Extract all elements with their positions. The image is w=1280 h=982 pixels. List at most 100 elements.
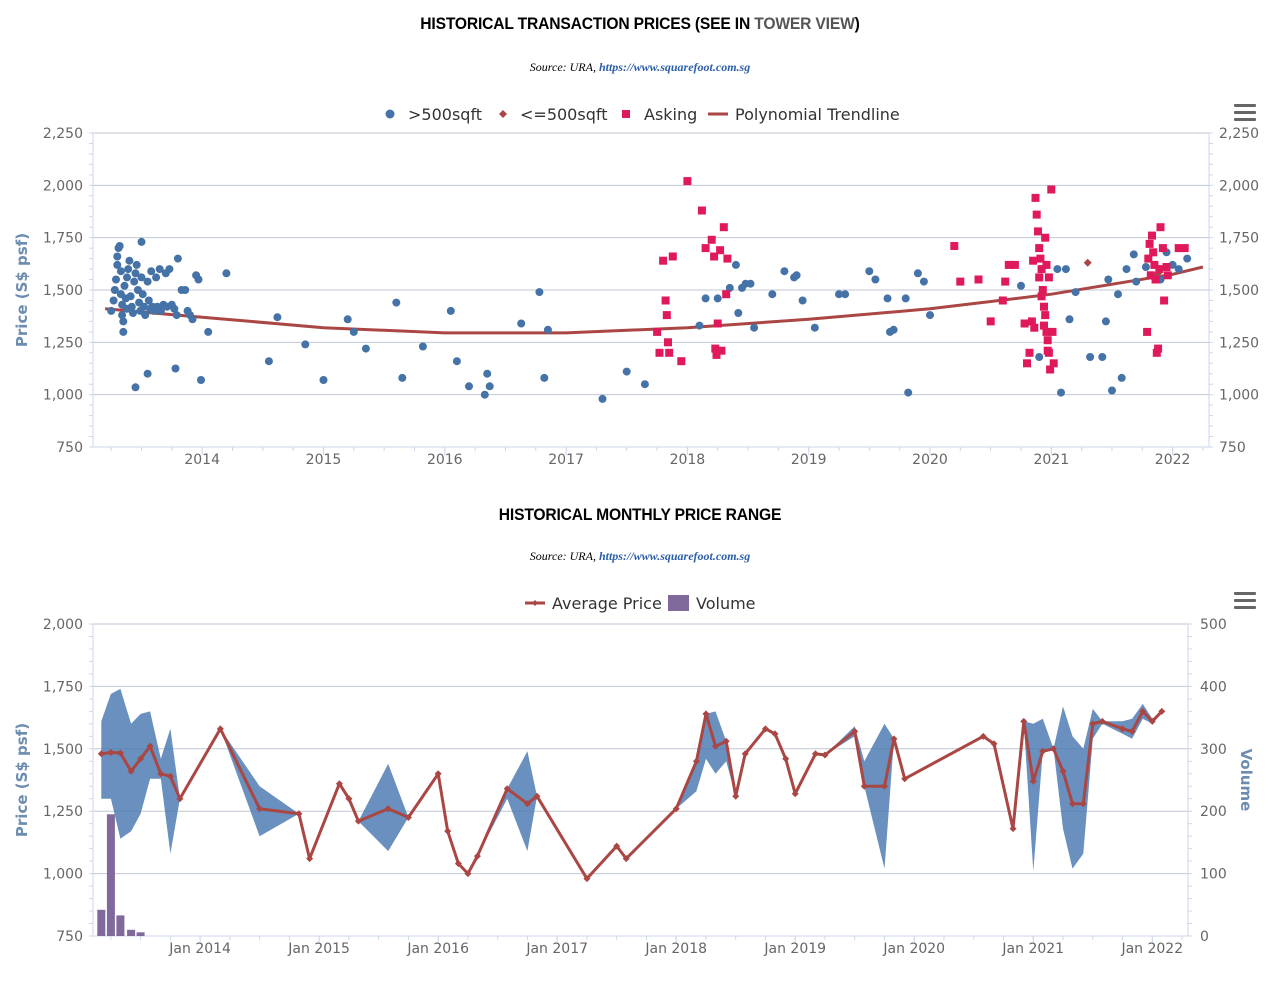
point-large bbox=[535, 288, 544, 297]
point-asking bbox=[998, 296, 1007, 305]
average-price-marker bbox=[454, 860, 462, 868]
point-large bbox=[273, 313, 282, 322]
point-large bbox=[1057, 388, 1065, 397]
average-price-marker bbox=[1158, 707, 1166, 715]
x-tick-label: Jan 2014 bbox=[168, 941, 231, 957]
point-large bbox=[139, 302, 148, 311]
y2-tick-label: 1,000 bbox=[1219, 388, 1259, 404]
point-large bbox=[1114, 290, 1122, 299]
point-asking bbox=[1152, 348, 1161, 357]
point-large bbox=[119, 317, 128, 326]
volume-bar bbox=[97, 909, 106, 936]
point-asking bbox=[1043, 346, 1052, 355]
point-large bbox=[901, 294, 910, 303]
point-asking bbox=[664, 338, 672, 347]
y-tick-label: 2,000 bbox=[43, 178, 83, 194]
average-price-marker bbox=[1098, 717, 1106, 725]
average-price-marker bbox=[1139, 707, 1147, 715]
average-price-marker bbox=[1128, 727, 1136, 735]
average-price-marker bbox=[345, 795, 353, 803]
point-asking bbox=[1020, 319, 1029, 328]
trendline bbox=[104, 265, 1204, 335]
average-price-marker bbox=[880, 782, 888, 790]
point-asking bbox=[1035, 273, 1044, 282]
average-price-marker bbox=[1119, 725, 1127, 733]
chart1-hamburger-menu-icon[interactable] bbox=[1234, 104, 1256, 122]
point-large bbox=[1061, 265, 1070, 274]
point-large bbox=[1168, 260, 1177, 269]
y-tick-label: 2,250 bbox=[43, 126, 83, 142]
point-large bbox=[418, 342, 427, 351]
average-price-marker bbox=[901, 775, 909, 783]
point-large bbox=[301, 340, 310, 349]
point-large bbox=[194, 275, 203, 284]
x-tick-label: Jan 2016 bbox=[406, 941, 469, 957]
volume-bar bbox=[136, 932, 145, 936]
x-tick-label: 2016 bbox=[427, 452, 463, 468]
y2-tick-label: 750 bbox=[1219, 440, 1246, 456]
point-large bbox=[109, 296, 118, 305]
average-price-marker bbox=[791, 790, 799, 798]
y2-tick-label: 100 bbox=[1200, 867, 1227, 883]
point-large bbox=[204, 327, 213, 336]
average-price-marker bbox=[613, 842, 621, 850]
point-large bbox=[883, 294, 892, 303]
point-large bbox=[173, 254, 182, 263]
chart2-hamburger-menu-icon[interactable] bbox=[1234, 592, 1256, 610]
volume-bar bbox=[116, 915, 125, 936]
legend-label-asking: Asking bbox=[644, 105, 697, 124]
point-large bbox=[147, 267, 156, 276]
chart1-source: Source: URA, https://www.squarefoot.com.… bbox=[0, 60, 1280, 75]
average-price-marker bbox=[137, 755, 145, 763]
point-large bbox=[138, 290, 147, 299]
tower-view-link[interactable]: TOWER VIEW bbox=[754, 14, 855, 33]
average-price-marker bbox=[523, 800, 531, 808]
chart1-source-link[interactable]: https://www.squarefoot.com.sg bbox=[598, 60, 751, 74]
point-large bbox=[113, 252, 122, 261]
average-price-marker bbox=[722, 737, 730, 745]
legend-label-large: >500sqft bbox=[408, 105, 482, 124]
point-large bbox=[112, 275, 120, 284]
point-asking bbox=[1042, 327, 1051, 336]
legend-marker-asking bbox=[622, 110, 630, 118]
average-price-marker bbox=[890, 735, 898, 743]
y-tick-label: 2,000 bbox=[43, 617, 83, 633]
point-asking bbox=[1042, 260, 1051, 269]
y-axis-title: Price (S$ psf) bbox=[13, 723, 31, 837]
point-asking bbox=[1040, 302, 1048, 311]
point-asking bbox=[653, 327, 662, 336]
volume-bar bbox=[106, 814, 115, 936]
y2-tick-label: 1,750 bbox=[1219, 231, 1259, 247]
point-large bbox=[110, 286, 119, 294]
point-large bbox=[713, 294, 722, 303]
average-price-marker bbox=[1148, 717, 1156, 725]
point-asking bbox=[717, 346, 726, 355]
point-asking bbox=[1041, 233, 1050, 242]
point-asking bbox=[1163, 271, 1172, 280]
point-large bbox=[319, 376, 328, 384]
point-asking bbox=[716, 246, 725, 255]
y2-tick-label: 500 bbox=[1200, 617, 1227, 633]
point-large bbox=[465, 382, 473, 391]
point-large bbox=[1071, 288, 1080, 297]
point-asking bbox=[1029, 256, 1038, 265]
y2-tick-label: 1,250 bbox=[1219, 335, 1259, 351]
average-price-marker bbox=[1050, 745, 1058, 753]
average-price-marker bbox=[741, 750, 749, 758]
point-asking bbox=[1154, 344, 1163, 353]
average-price-marker bbox=[216, 725, 224, 733]
point-large bbox=[452, 357, 461, 366]
point-asking bbox=[1038, 286, 1047, 294]
chart2-source-link[interactable]: https://www.squarefoot.com.sg bbox=[598, 549, 751, 563]
point-large bbox=[125, 256, 134, 265]
point-large bbox=[343, 315, 352, 324]
point-asking bbox=[950, 242, 959, 250]
average-price-marker bbox=[127, 767, 135, 775]
x-tick-label: 2021 bbox=[1033, 452, 1069, 468]
point-asking bbox=[1030, 323, 1039, 332]
legend-marker-large bbox=[385, 109, 395, 119]
average-price-marker bbox=[583, 875, 591, 883]
point-asking bbox=[711, 344, 720, 353]
y2-tick-label: 1,500 bbox=[1219, 283, 1259, 299]
point-large bbox=[871, 275, 880, 284]
